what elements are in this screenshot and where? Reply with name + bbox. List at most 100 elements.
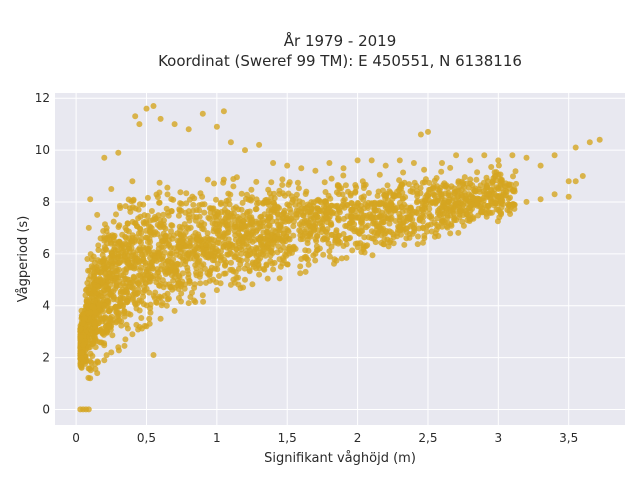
data-point — [199, 292, 206, 299]
data-point-cloud — [134, 256, 141, 263]
data-point-cloud — [507, 194, 513, 201]
x-tick-label: 2,5 — [418, 431, 437, 445]
data-point-cloud — [285, 228, 292, 235]
data-point-cloud — [143, 302, 150, 309]
data-point-cloud — [432, 199, 439, 205]
x-tick-label: 0 — [72, 431, 80, 445]
data-point-cloud — [124, 289, 130, 296]
data-point — [523, 154, 530, 161]
x-tick-label: 3,5 — [559, 431, 578, 445]
data-point-cloud — [87, 251, 94, 258]
data-point — [481, 209, 488, 216]
data-point — [509, 201, 516, 208]
data-point-cloud — [261, 266, 268, 273]
data-point-cloud — [434, 215, 441, 222]
data-point-cloud — [162, 281, 169, 288]
data-point-cloud — [275, 243, 282, 250]
data-point-cloud — [295, 185, 302, 192]
data-point-cloud — [183, 200, 190, 207]
data-point-cloud — [99, 329, 106, 336]
data-point-cloud — [148, 208, 155, 214]
data-point-cloud — [154, 231, 161, 237]
data-point-cloud — [406, 231, 413, 237]
data-point-cloud — [111, 258, 118, 265]
data-point-cloud — [135, 286, 142, 293]
data-point-cloud — [349, 247, 356, 254]
data-point-cloud — [274, 249, 281, 256]
data-point-cloud — [106, 308, 113, 315]
data-point-cloud — [280, 244, 287, 251]
data-point-cloud — [197, 268, 204, 274]
data-point-cloud — [162, 271, 169, 277]
data-point-cloud — [196, 202, 203, 209]
data-point-cloud — [394, 204, 401, 211]
data-point-cloud — [223, 198, 230, 204]
data-point-cloud — [256, 265, 263, 272]
data-point-cloud — [102, 221, 108, 228]
data-point-cloud — [244, 262, 251, 269]
data-point-cloud — [178, 298, 184, 305]
data-point-cloud — [226, 226, 233, 233]
data-point-cloud — [336, 185, 343, 192]
data-point — [270, 266, 277, 273]
data-point-cloud — [279, 182, 286, 188]
data-point — [157, 115, 164, 122]
data-point-cloud — [396, 214, 403, 221]
data-point — [220, 108, 227, 115]
data-point-cloud — [213, 196, 219, 203]
data-point-cloud — [284, 201, 291, 208]
data-point-cloud — [400, 169, 407, 176]
data-point-cloud — [230, 176, 237, 182]
data-point-cloud — [473, 176, 480, 183]
data-point-cloud — [270, 227, 277, 234]
data-point-cloud — [211, 257, 218, 264]
data-point-cloud — [124, 325, 131, 332]
data-point-cloud — [420, 239, 426, 246]
data-point-cloud — [218, 248, 224, 255]
data-point-cloud — [118, 245, 125, 252]
data-point-cloud — [189, 289, 195, 296]
data-point-cloud — [169, 222, 176, 229]
data-point-cloud — [130, 273, 137, 280]
data-point-cloud — [342, 182, 349, 189]
data-point-cloud — [130, 197, 137, 204]
data-point-cloud — [141, 275, 148, 282]
data-point-cloud — [249, 194, 255, 201]
data-point-cloud — [121, 342, 128, 349]
data-point-cloud — [168, 228, 174, 235]
data-point-cloud — [239, 199, 246, 206]
data-point-cloud — [294, 179, 301, 186]
data-point-cloud — [340, 231, 347, 237]
data-point — [108, 263, 115, 270]
data-point-cloud — [264, 199, 270, 205]
data-point-cloud — [96, 301, 103, 308]
data-point-cloud — [329, 231, 335, 238]
data-point-cloud — [372, 239, 379, 246]
data-point-cloud — [156, 179, 163, 186]
data-point-cloud — [308, 225, 315, 232]
data-point-cloud — [185, 208, 192, 215]
data-point-cloud — [147, 238, 154, 245]
data-point-cloud — [107, 290, 114, 297]
data-point-cloud — [193, 269, 199, 276]
data-point — [85, 224, 92, 231]
data-point-cloud — [185, 271, 192, 278]
data-point-cloud — [299, 199, 306, 206]
data-point-cloud — [344, 213, 351, 220]
data-point-cloud — [177, 237, 184, 244]
data-point — [537, 162, 544, 169]
data-point-cloud — [292, 201, 299, 208]
data-point-cloud — [312, 236, 319, 242]
data-point — [368, 235, 375, 242]
data-point-cloud — [137, 225, 143, 232]
data-point-cloud — [101, 342, 108, 349]
data-point-cloud — [193, 253, 200, 260]
data-point — [565, 193, 572, 200]
data-point-cloud — [351, 228, 358, 235]
data-point-cloud — [182, 258, 189, 265]
data-point-cloud — [241, 223, 248, 230]
data-point-cloud — [179, 270, 186, 277]
data-point-cloud — [127, 208, 134, 215]
data-point-cloud — [122, 203, 129, 210]
